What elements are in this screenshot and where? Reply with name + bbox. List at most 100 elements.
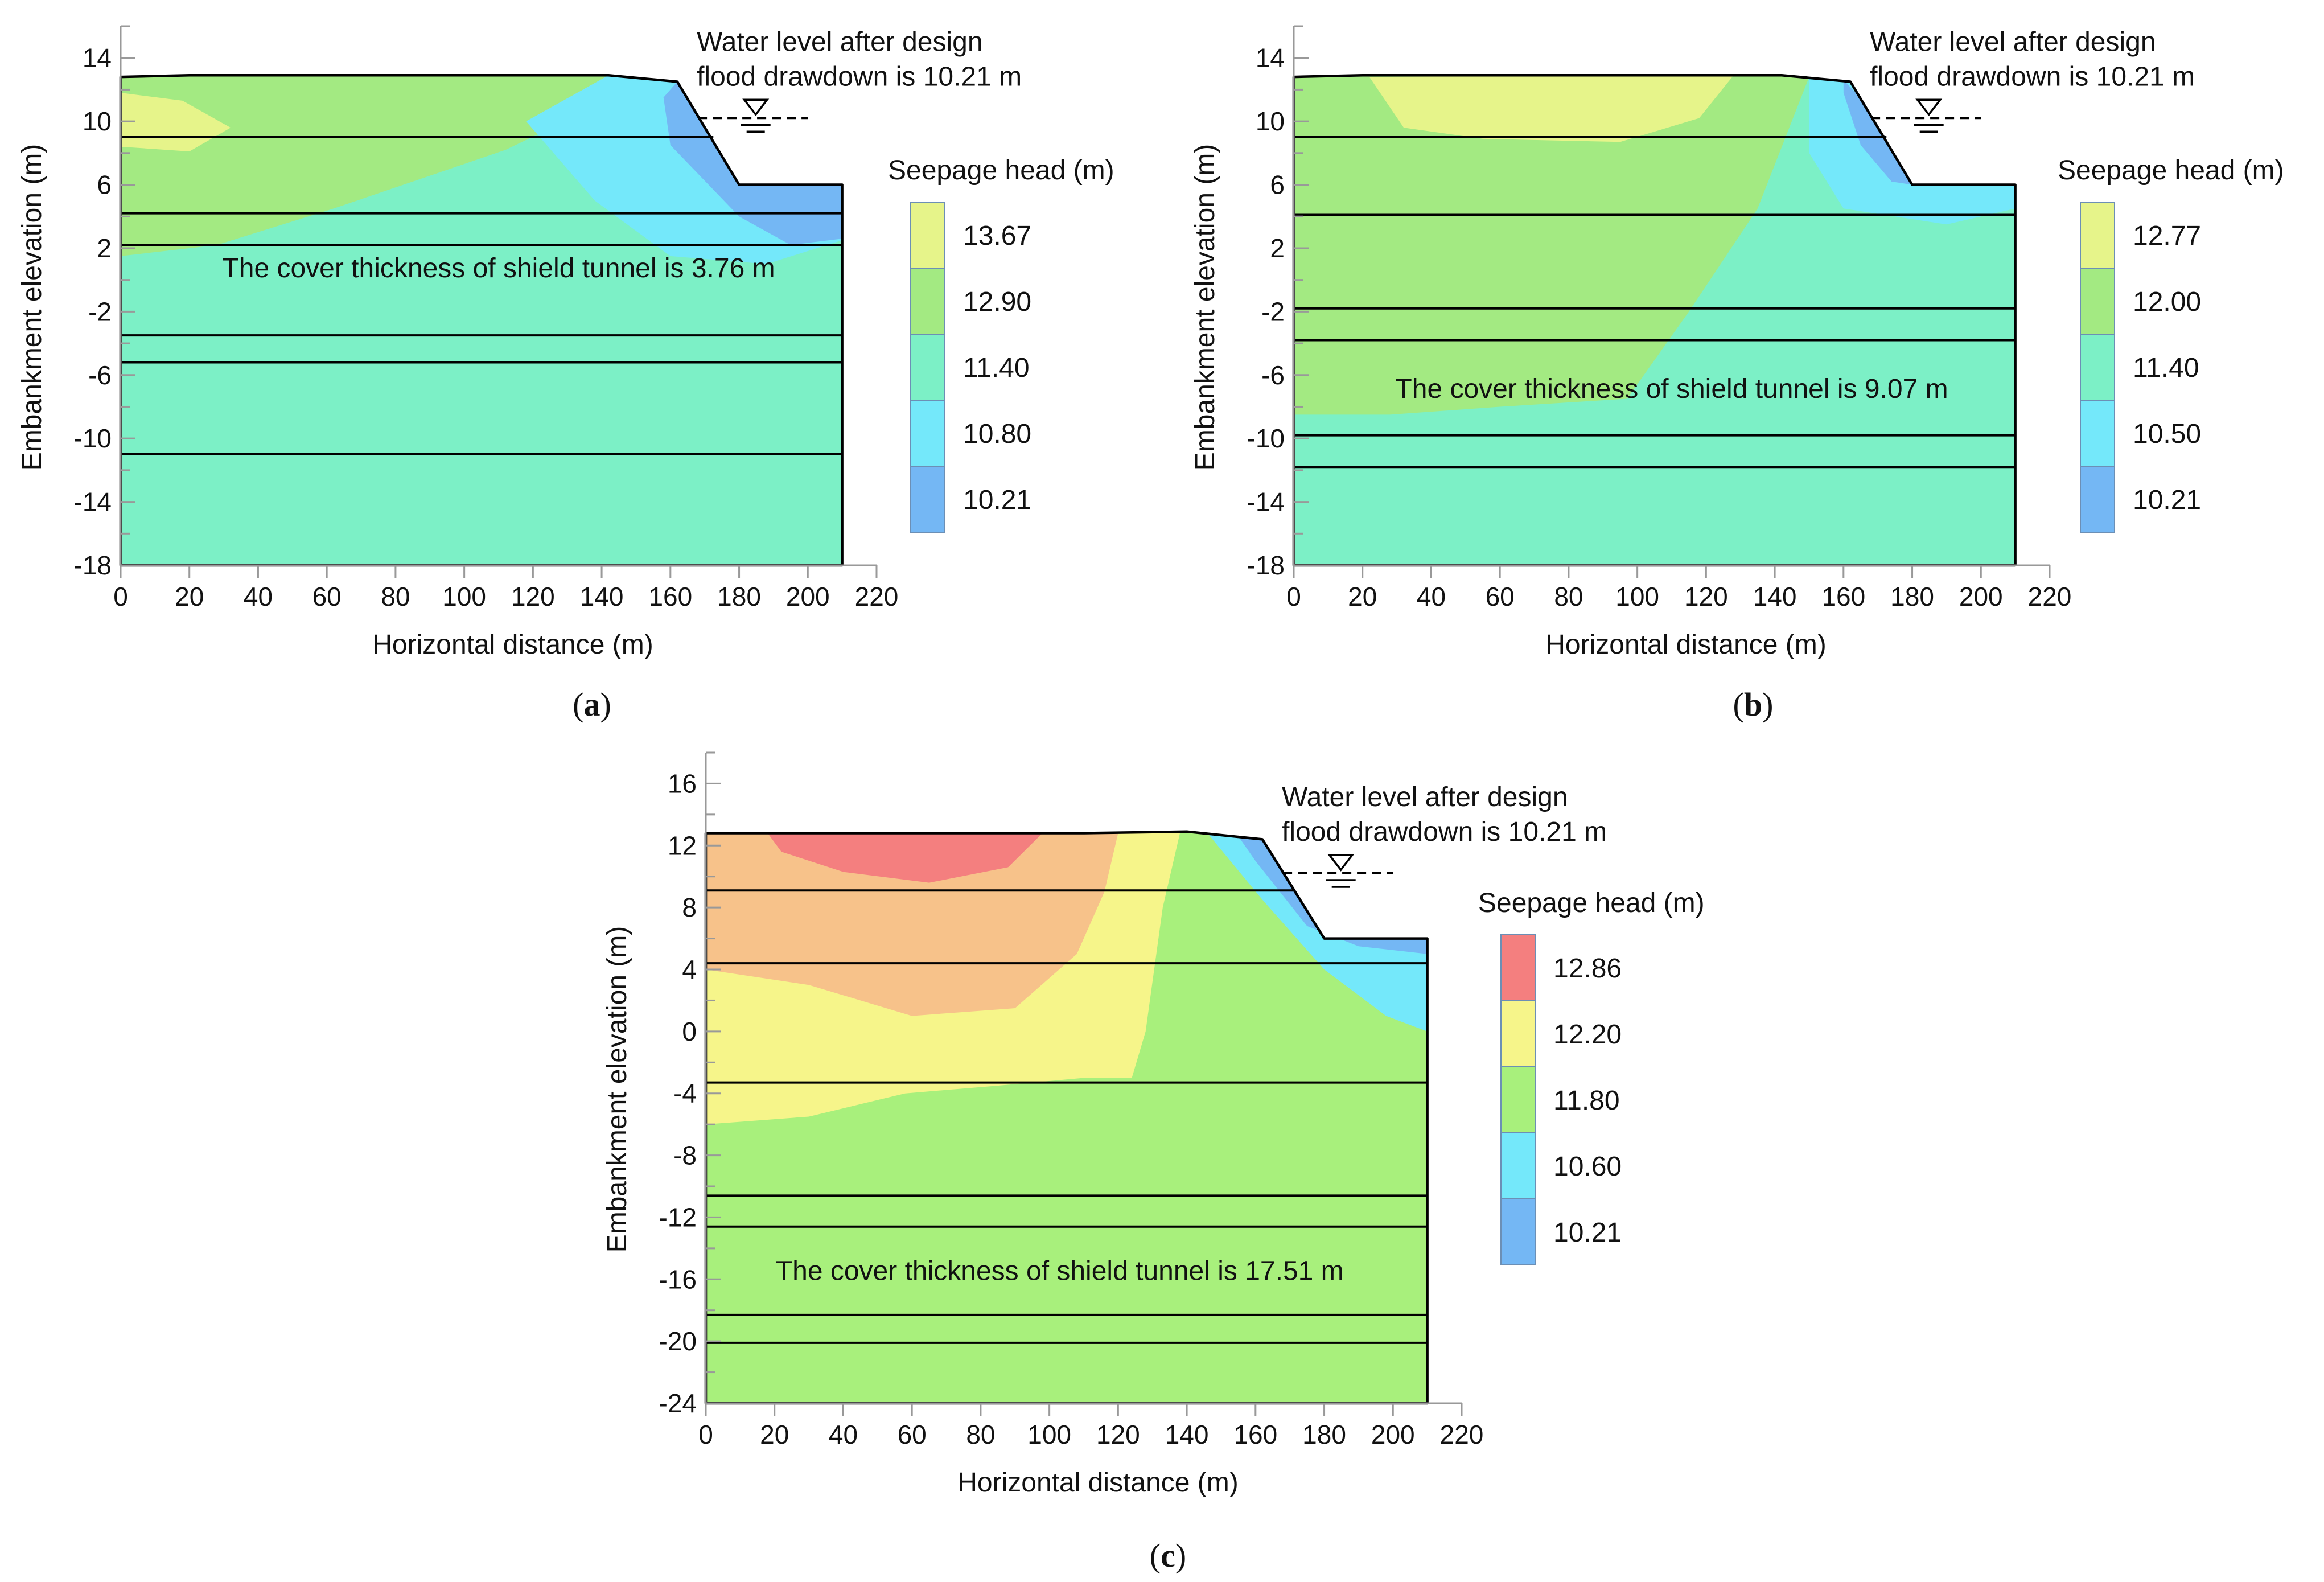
water-level-marker-icon xyxy=(742,98,770,117)
x-tick-label: 0 xyxy=(698,1420,713,1449)
legend-label: 13.67 xyxy=(963,221,1031,251)
water-level-label-line1: Water level after design xyxy=(1870,27,2156,57)
y-tick-label: -8 xyxy=(673,1141,697,1170)
panel-a: 14 10 6 2 -2 -6 -10 -14 -180 20 40 60 80 100 120 140 160… xyxy=(17,25,1114,723)
x-tick-label: 160 xyxy=(1821,582,1865,611)
contour-fill-b xyxy=(1294,75,2015,566)
x-tick-label: 20 xyxy=(760,1420,789,1449)
legend: Seepage head (m) 13.67 12.90 11.40 10.80 10.2… xyxy=(888,155,1114,533)
x-tick-label: 80 xyxy=(966,1420,995,1449)
legend-swatch xyxy=(1500,1198,1536,1265)
water-level-marker-icon xyxy=(1327,854,1355,872)
legend-title: Seepage head (m) xyxy=(2058,155,2284,186)
cover-thickness-note: The cover thickness of shield tunnel is … xyxy=(776,1256,1344,1287)
x-tick-label: 20 xyxy=(1348,582,1377,611)
water-level-label-line2: flood drawdown is 10.21 m xyxy=(1282,817,1607,847)
y-tick-label: -10 xyxy=(74,424,112,453)
y-axis-title: Embankment elevation (m) xyxy=(1190,144,1220,471)
legend-label: 10.21 xyxy=(1553,1218,1622,1248)
x-tick-label: 100 xyxy=(1027,1420,1071,1449)
y-tick-label: -10 xyxy=(1247,424,1285,453)
x-tick-label: 0 xyxy=(113,582,128,611)
y-tick-label: -2 xyxy=(1261,297,1285,326)
x-tick-label: 60 xyxy=(898,1420,927,1449)
y-tick-label: -18 xyxy=(74,550,112,580)
x-axis-title: Horizontal distance (m) xyxy=(1545,630,1827,660)
panel-label: (b) xyxy=(1733,686,1774,723)
cover-thickness-note: The cover thickness of shield tunnel is … xyxy=(1395,374,1948,404)
x-axis-title: Horizontal distance (m) xyxy=(372,630,653,660)
axes xyxy=(120,25,878,578)
legend-swatch xyxy=(2080,202,2115,269)
axes xyxy=(1293,25,2051,578)
contour-zone-0 xyxy=(121,75,653,256)
water-level-label-line1: Water level after design xyxy=(697,27,982,57)
y-tick-label: -4 xyxy=(673,1079,697,1108)
x-tick-label: 100 xyxy=(1615,582,1659,611)
y-tick-label: 0 xyxy=(682,1017,697,1046)
legend-label: 10.21 xyxy=(2133,485,2201,515)
x-tick-label: 140 xyxy=(580,582,624,611)
legend-label: 12.77 xyxy=(2133,221,2201,251)
x-tick-label: 120 xyxy=(511,582,555,611)
x-tick-label: 140 xyxy=(1165,1420,1209,1449)
legend-swatch xyxy=(2080,268,2115,335)
y-tick-label: -6 xyxy=(1261,360,1285,390)
x-tick-label: 20 xyxy=(175,582,204,611)
x-tick-label: 200 xyxy=(1371,1420,1415,1449)
contour-zone-4 xyxy=(1238,836,1428,954)
y-tick-label: -14 xyxy=(74,487,112,517)
x-tick-label: 0 xyxy=(1286,582,1301,611)
x-tick-label: 40 xyxy=(244,582,273,611)
x-tick-label: 100 xyxy=(442,582,486,611)
legend-swatch xyxy=(910,334,945,401)
panel-label: (c) xyxy=(1150,1537,1186,1574)
y-tick-label: 14 xyxy=(83,43,112,73)
y-tick-label: -14 xyxy=(1247,487,1285,517)
legend-label: 10.21 xyxy=(963,485,1031,515)
contour-zone-0 xyxy=(1294,75,1809,415)
x-tick-label: 200 xyxy=(1959,582,2003,611)
legend-swatch xyxy=(1500,1066,1536,1133)
x-tick-label: 80 xyxy=(381,582,410,611)
y-axis-title: Embankment elevation (m) xyxy=(602,926,632,1253)
y-tick-label: 2 xyxy=(1270,233,1285,263)
y-tick-label: -18 xyxy=(1247,550,1285,580)
legend-swatch xyxy=(1500,1132,1536,1199)
x-tick-label: 160 xyxy=(1233,1420,1277,1449)
legend-label: 12.20 xyxy=(1553,1020,1622,1050)
x-tick-label: 40 xyxy=(1417,582,1446,611)
legend: Seepage head (m) 12.77 12.00 11.40 10.50 10.2… xyxy=(2058,155,2284,533)
y-tick-label: 2 xyxy=(97,233,112,263)
contour-fill-c xyxy=(706,831,1428,1403)
legend-label: 11.40 xyxy=(2133,353,2199,383)
y-tick-label: -12 xyxy=(659,1202,697,1232)
contour-fill-a xyxy=(121,75,842,566)
x-tick-label: 60 xyxy=(1486,582,1515,611)
contour-zone-2 xyxy=(767,833,1043,883)
y-tick-label: 4 xyxy=(682,955,697,984)
legend-title: Seepage head (m) xyxy=(888,155,1114,186)
legend-swatch xyxy=(1500,934,1536,1001)
water-level-label-line2: flood drawdown is 10.21 m xyxy=(697,61,1022,92)
legend-swatch xyxy=(910,400,945,467)
x-tick-label: 220 xyxy=(2028,582,2072,611)
contour-zone-2 xyxy=(1809,77,2015,225)
x-tick-label: 220 xyxy=(855,582,899,611)
legend-swatch xyxy=(2080,334,2115,401)
y-tick-label: -16 xyxy=(659,1264,697,1294)
x-tick-label: 120 xyxy=(1096,1420,1140,1449)
legend-swatch xyxy=(1500,1000,1536,1067)
y-tick-label: 16 xyxy=(668,769,697,798)
water-level-marker-icon xyxy=(1915,98,1943,117)
x-tick-label: 180 xyxy=(1302,1420,1346,1449)
y-tick-label: -24 xyxy=(659,1388,697,1418)
contour-zone-3 xyxy=(663,81,842,245)
y-tick-label: -2 xyxy=(88,297,112,326)
x-tick-label: 180 xyxy=(1890,582,1934,611)
x-tick-label: 120 xyxy=(1684,582,1728,611)
x-tick-label: 220 xyxy=(1440,1420,1484,1449)
y-tick-label: 6 xyxy=(97,170,112,200)
legend-label: 11.80 xyxy=(1553,1086,1620,1116)
